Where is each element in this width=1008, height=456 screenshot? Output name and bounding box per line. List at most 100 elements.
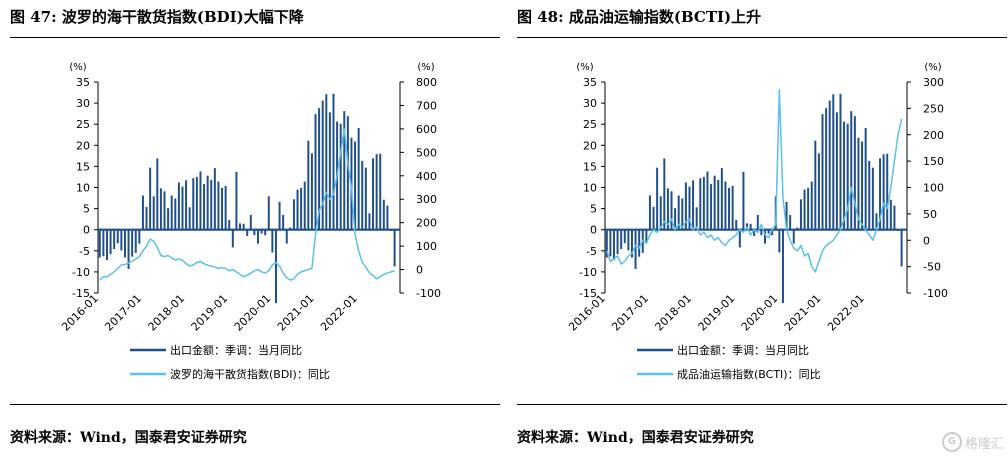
export-bar: [152, 196, 155, 230]
export-bar: [875, 213, 878, 230]
bottom-rule: [517, 404, 1007, 405]
export-bar: [835, 112, 838, 230]
export-bar: [706, 171, 709, 230]
export-bar: [692, 180, 695, 230]
export-bar: [846, 123, 849, 230]
export-bar: [663, 158, 666, 230]
left-tick-label: 15: [76, 160, 90, 173]
right-tick-label: 700: [416, 99, 437, 112]
export-bar: [699, 178, 702, 230]
export-bar: [379, 153, 382, 230]
export-bar: [731, 185, 734, 230]
export-bar: [102, 229, 105, 257]
left-unit-label: (%): [69, 62, 86, 73]
left-tick-label: 25: [76, 118, 90, 131]
export-bar: [149, 167, 152, 230]
export-bar: [145, 206, 148, 230]
right-unit-label: (%): [417, 62, 434, 73]
export-bar: [677, 195, 680, 230]
figure-47: 图 47: 波罗的海干散货指数(BDI)大幅下降 (%) (%) 35 30 25 20 1…: [10, 0, 500, 456]
export-bar: [652, 206, 655, 230]
export-bar: [346, 116, 349, 230]
export-bar: [832, 94, 835, 230]
export-bar: [738, 229, 741, 248]
export-bar: [274, 229, 277, 304]
export-bar: [868, 160, 871, 230]
export-bar: [127, 229, 130, 269]
left-tick-label: -10: [72, 266, 90, 279]
export-bar: [857, 137, 860, 230]
export-bar: [742, 171, 745, 230]
left-tick-label: -15: [579, 287, 597, 300]
export-bar: [181, 186, 184, 230]
export-bar: [764, 229, 766, 244]
export-bar: [900, 229, 903, 267]
right-tick-label: 50: [923, 208, 937, 221]
export-bar: [792, 229, 795, 244]
left-tick-label: -5: [79, 245, 90, 258]
export-bar: [720, 168, 723, 230]
index-yoy-line: [606, 89, 903, 273]
legend-label-bar: 出口金额：季调：当月同比: [170, 343, 302, 357]
export-bar: [278, 201, 281, 230]
export-bar: [717, 179, 720, 230]
export-bar: [613, 229, 615, 261]
export-bar: [167, 208, 170, 230]
export-bar: [882, 154, 885, 230]
export-bar: [648, 195, 651, 230]
left-tick-label: 10: [583, 182, 597, 195]
export-bar: [177, 182, 180, 230]
right-tick-label: 300: [923, 76, 944, 89]
export-bar: [339, 123, 342, 230]
export-bar: [861, 141, 864, 230]
export-bar: [724, 181, 727, 230]
export-bar: [314, 114, 317, 230]
export-bar: [307, 140, 310, 230]
export-bar: [728, 187, 731, 230]
left-tick-label: 15: [583, 160, 597, 173]
export-bar: [659, 196, 662, 230]
export-bar: [771, 229, 774, 236]
export-bar: [159, 188, 162, 230]
right-tick-label: 500: [416, 146, 437, 159]
left-tick-label: 0: [83, 224, 90, 237]
export-bar: [760, 229, 763, 236]
export-bar: [749, 223, 752, 230]
x-tick-label: 2021-01: [275, 292, 317, 334]
export-bar: [756, 214, 759, 230]
right-tick-label: 150: [923, 155, 944, 168]
export-bar: [814, 140, 817, 230]
right-tick-label: 300: [416, 193, 437, 206]
export-bar: [620, 229, 623, 250]
export-bar: [195, 176, 198, 230]
left-tick-label: 5: [590, 203, 597, 216]
right-tick-label: 200: [923, 129, 944, 142]
export-bar: [170, 195, 173, 230]
export-bar: [821, 114, 824, 230]
export-bar: [321, 100, 324, 230]
export-bar: [343, 111, 346, 230]
top-rule: [517, 37, 1007, 38]
export-bar: [735, 219, 738, 230]
legend-label-line: 成品油运输指数(BCTI)：同比: [677, 367, 821, 381]
export-bar: [192, 178, 195, 230]
export-bar: [807, 187, 810, 230]
export-bar: [372, 158, 375, 230]
x-tick-label: 2019-01: [696, 292, 738, 334]
export-bar: [817, 153, 820, 230]
figure-48: 图 48: 成品油运输指数(BCTI)上升 (%) (%) 35 30 25 20 15 10…: [517, 0, 1007, 456]
export-bar: [382, 199, 385, 230]
x-tick-label: 2018-01: [146, 292, 188, 334]
left-tick-label: 30: [76, 97, 90, 110]
export-bar: [753, 229, 756, 237]
index-yoy-line: [99, 128, 395, 281]
right-tick-label: 400: [416, 170, 437, 183]
export-bar: [357, 128, 360, 230]
right-tick-label: 200: [416, 217, 437, 230]
export-bar: [710, 184, 713, 230]
right-tick-label: -100: [416, 287, 441, 300]
watermark: G 格隆汇: [941, 432, 1004, 452]
export-bar: [303, 181, 306, 230]
export-bar: [249, 214, 252, 230]
export-bar: [257, 229, 259, 244]
